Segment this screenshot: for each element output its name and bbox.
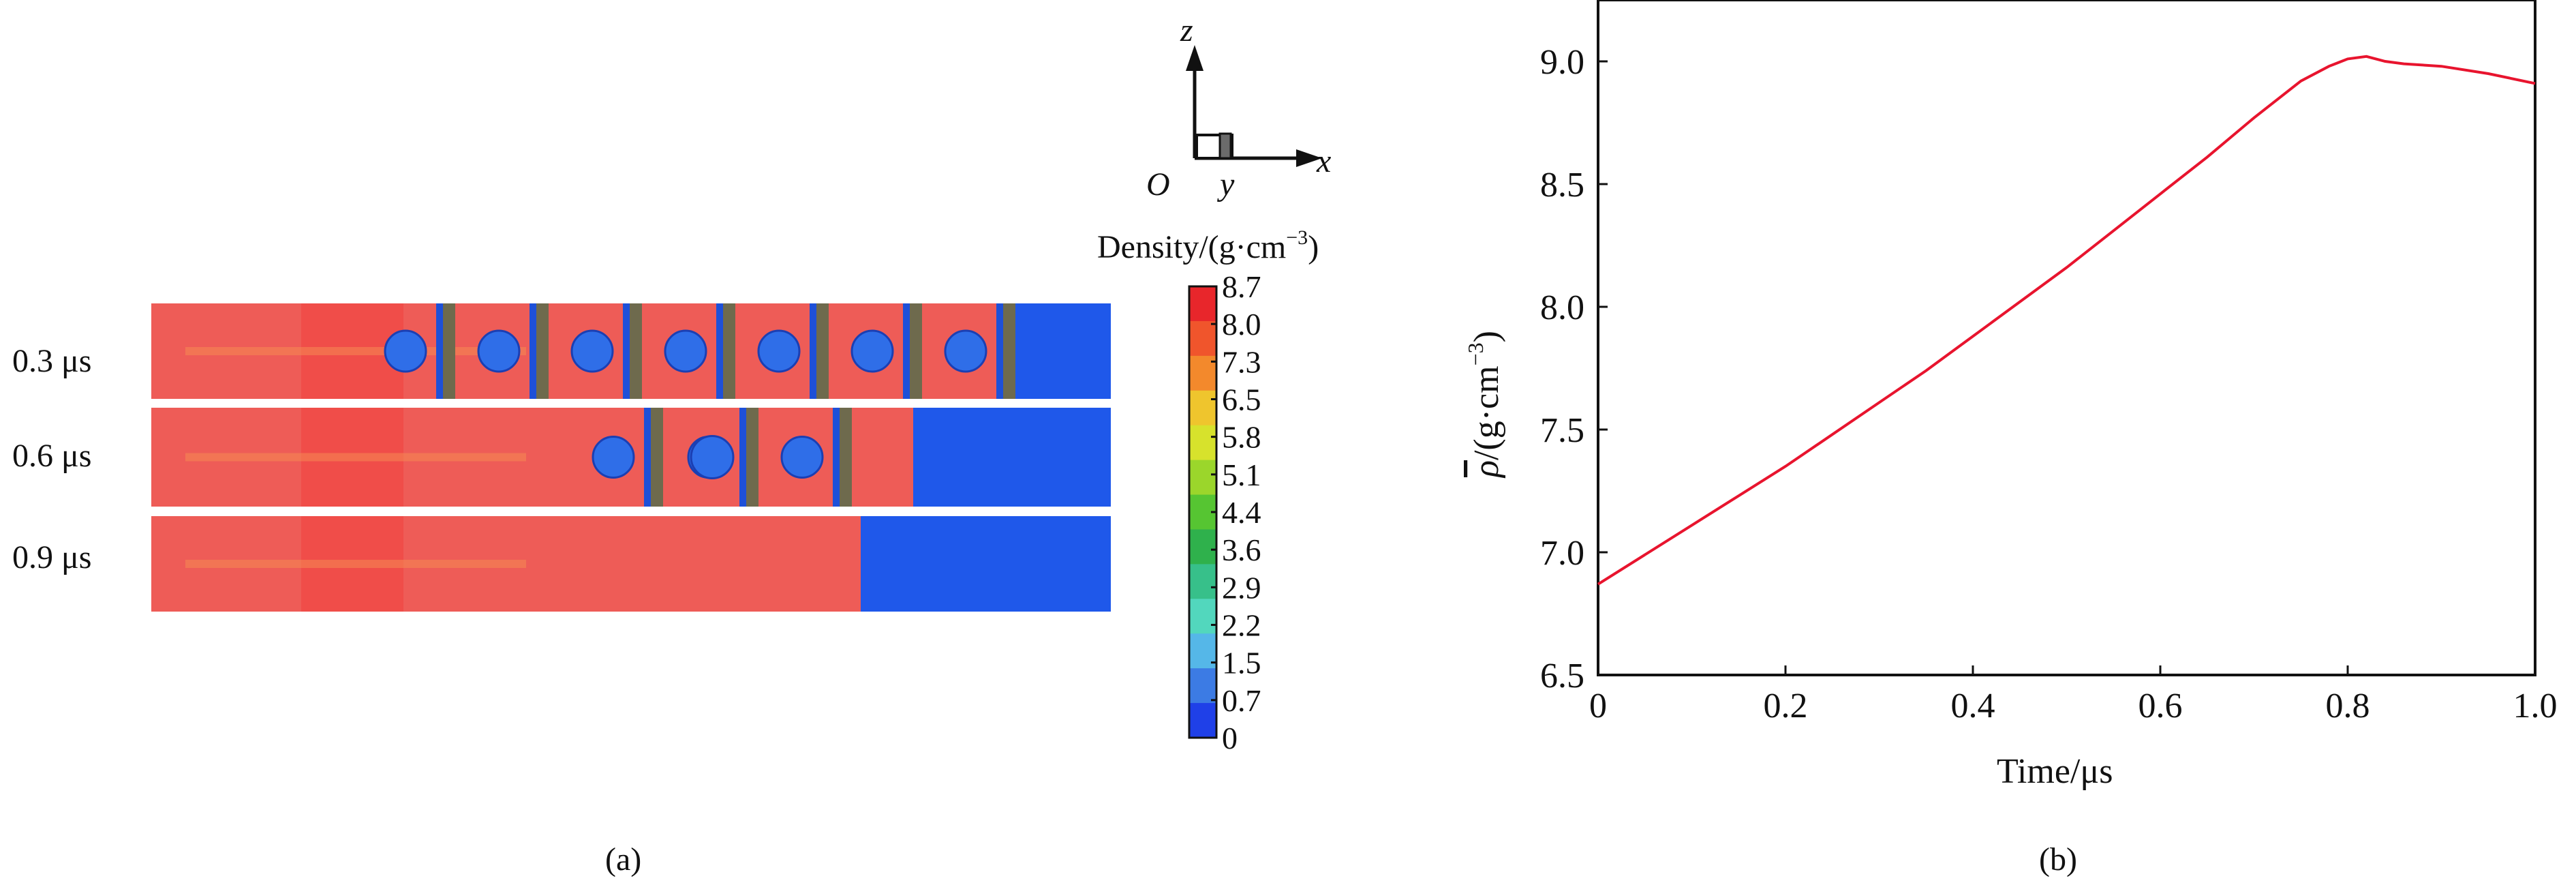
colorbar-tick-label: 5.8 — [1222, 420, 1261, 455]
strip-gap — [644, 408, 651, 507]
colorbar-segment — [1189, 564, 1216, 599]
x-tick-label: 0.2 — [1764, 687, 1808, 725]
colorbar-tick-label: 1.5 — [1222, 646, 1261, 680]
density-strips — [151, 303, 1111, 612]
y-tick-label: 6.5 — [1540, 657, 1584, 695]
strip-gap — [623, 303, 630, 399]
row-label-0: 0.3 μs — [12, 343, 91, 379]
strip-wall — [536, 303, 549, 399]
caption-b: (b) — [2039, 841, 2077, 877]
strip-wall — [840, 408, 852, 507]
strip-wall — [630, 303, 642, 399]
strip-gap — [739, 408, 746, 507]
axis-ticks: 0 0.2 0.4 0.6 0.8 1.0 6.5 7.0 7.5 8.0 8.5 9.0 — [1540, 43, 2558, 725]
strip-gap — [436, 303, 443, 399]
strip-particle — [780, 436, 824, 479]
row-label-2: 0.9 μs — [12, 539, 91, 575]
strip-wall — [746, 408, 758, 507]
y-tick-label: 9.0 — [1540, 43, 1584, 82]
colorbar-segment — [1189, 703, 1216, 738]
caption-a: (a) — [605, 841, 641, 877]
strip-particle — [944, 329, 987, 373]
colorbar-segment — [1189, 529, 1216, 565]
strip-particle — [690, 435, 735, 479]
strip-wall — [443, 303, 455, 399]
colorbar-tick-label: 8.7 — [1222, 269, 1261, 304]
x-tick-label: 0 — [1589, 687, 1607, 725]
strip-wall — [1003, 303, 1015, 399]
panel-b: 0 0.2 0.4 0.6 0.8 1.0 6.5 7.0 7.5 8.0 8.5 9.0 Time/… — [1463, 0, 2558, 877]
x-axis-label: Time/μs — [1997, 752, 2113, 791]
colorbar: 8.78.07.36.55.85.14.43.62.92.21.50.70 — [1188, 269, 1261, 755]
row-label-1: 0.6 μs — [12, 438, 91, 474]
strip-gap — [716, 303, 723, 399]
axis-origin-label: O — [1146, 166, 1170, 202]
colorbar-tick-label: 7.3 — [1222, 344, 1261, 379]
density-line — [1597, 55, 2536, 586]
strip-gap — [810, 303, 816, 399]
strip-void — [861, 516, 1111, 612]
strip-particle — [477, 329, 521, 373]
y-tick-label: 7.0 — [1540, 534, 1584, 573]
strip-particle — [757, 329, 801, 373]
y-tick-label: 7.5 — [1540, 411, 1584, 450]
colorbar-tick-label: 3.6 — [1222, 532, 1261, 567]
strip-void — [913, 408, 1111, 507]
y-tick-label: 8.5 — [1540, 166, 1584, 205]
colorbar-segment — [1189, 668, 1216, 704]
x-tick-label: 1.0 — [2513, 687, 2558, 725]
strip-particle — [592, 436, 635, 479]
strip-void — [998, 303, 1111, 399]
colorbar-segment — [1189, 390, 1216, 426]
colorbar-segment — [1189, 286, 1216, 322]
strip-jet — [185, 347, 526, 355]
colorbar-tick-label: 0 — [1222, 721, 1238, 755]
y-axis-label: ρ/(g·cm−3) — [1463, 331, 1506, 479]
axis-y-label: y — [1216, 166, 1235, 202]
colorbar-tick-label: 2.9 — [1222, 570, 1261, 605]
colorbar-tick-label: 8.0 — [1222, 307, 1261, 342]
colorbar-tick-label: 0.7 — [1222, 683, 1261, 718]
strip-wall — [651, 408, 663, 507]
x-tick-label: 0.8 — [2326, 687, 2370, 725]
strip-particle — [850, 329, 894, 373]
colorbar-segment — [1189, 460, 1216, 496]
strip-gap — [996, 303, 1003, 399]
strip-jet — [185, 560, 526, 568]
axis-triad: z O y x — [1146, 12, 1331, 202]
strip-jet — [185, 453, 526, 462]
strip-particle — [664, 329, 707, 373]
panel-a: z O y x Density/(g·cm−3) 8.78.07.36.55.8… — [12, 12, 1331, 877]
x-tick-label: 0.4 — [1951, 687, 1995, 725]
strip-gap — [833, 408, 840, 507]
colorbar-tick-label: 5.1 — [1222, 457, 1261, 492]
plot-frame — [1597, 0, 2536, 676]
colorbar-segment — [1189, 320, 1216, 357]
strip-particle — [570, 329, 614, 373]
y-tick-label: 8.0 — [1540, 288, 1584, 327]
strip-particle — [384, 329, 427, 373]
colorbar-segment — [1189, 425, 1216, 461]
colorbar-title: Density/(g·cm−3) — [1097, 226, 1319, 265]
axis-x-label: x — [1316, 143, 1331, 179]
strip-gap — [530, 303, 536, 399]
strip-gap — [903, 303, 910, 399]
colorbar-tick-label: 2.2 — [1222, 608, 1261, 643]
colorbar-tick-label: 4.4 — [1222, 495, 1261, 530]
strip-wall — [910, 303, 922, 399]
x-tick-label: 0.6 — [2138, 687, 2183, 725]
axis-z-label: z — [1180, 12, 1193, 48]
colorbar-segment — [1189, 599, 1216, 634]
strip-wall — [816, 303, 829, 399]
strip-wall — [723, 303, 735, 399]
colorbar-tick-label: 6.5 — [1222, 382, 1261, 417]
